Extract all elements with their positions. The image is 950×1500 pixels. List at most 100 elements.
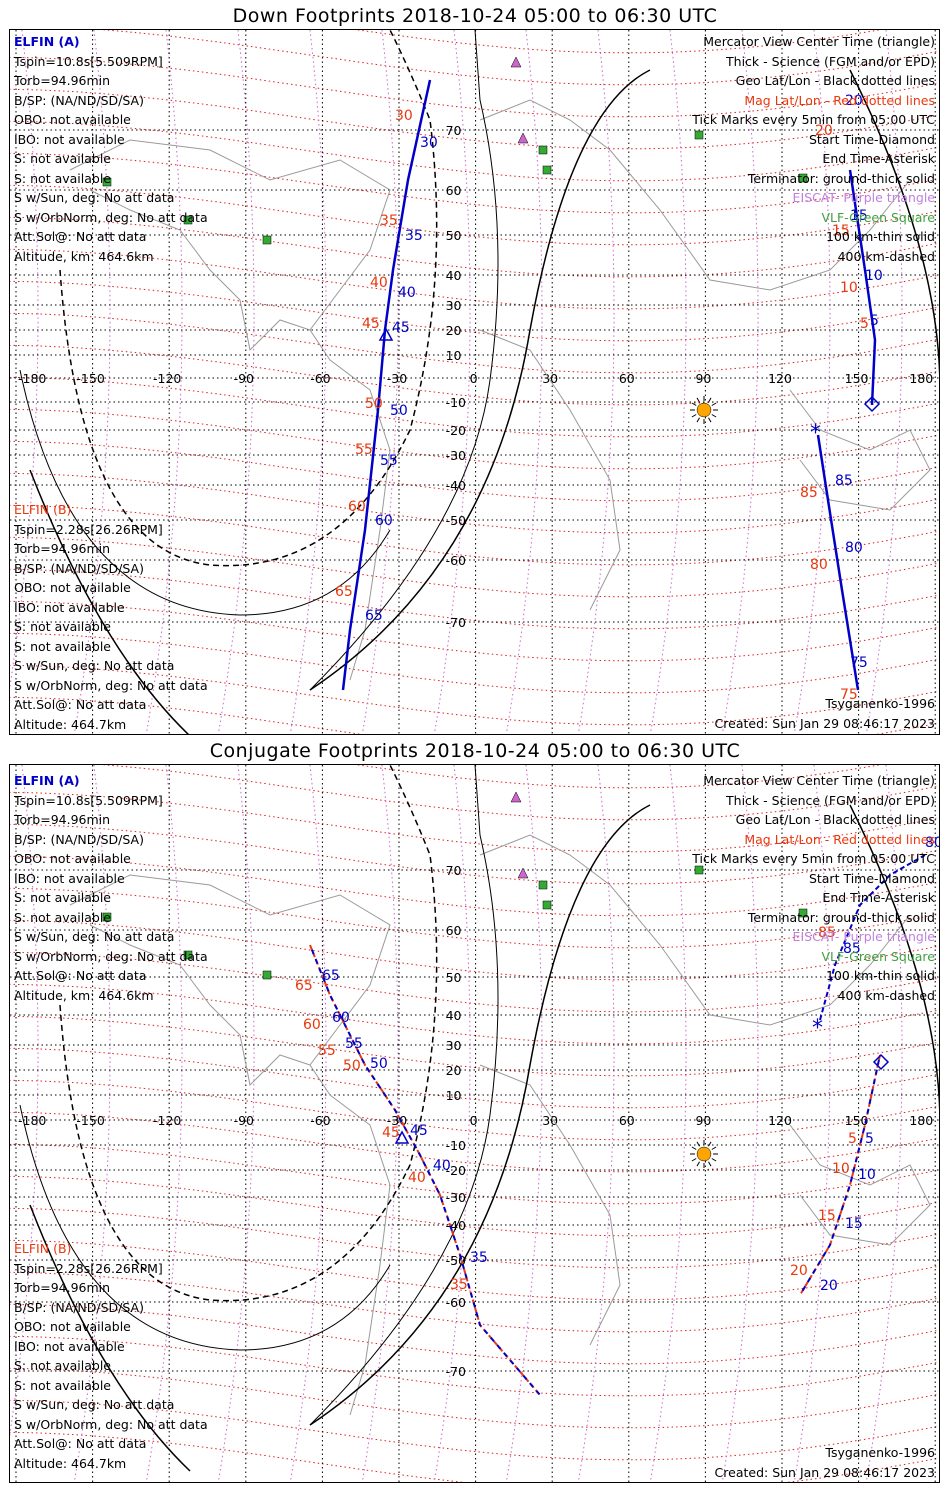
lat-tick-label: 70 bbox=[446, 123, 462, 138]
sun-ray bbox=[711, 414, 717, 418]
legend-item: Geo Lat/Lon - Black dotted lines bbox=[735, 812, 935, 827]
lon-tick-label: -120 bbox=[153, 1113, 181, 1128]
sun-ray bbox=[691, 1146, 697, 1150]
sun-icon bbox=[696, 1146, 712, 1162]
info-line: S w/OrbNorm, deg: No att data bbox=[14, 677, 208, 693]
info-line: OBO: not available bbox=[14, 112, 131, 127]
track-a-tick-label: 20 bbox=[820, 1278, 838, 1294]
info-line: Att.Sol@: No att data bbox=[14, 229, 147, 244]
track-a-tick-label: 80 bbox=[845, 540, 863, 556]
info-line: OBO: not available bbox=[14, 580, 131, 595]
legend-item: EISCAT- Purple triangle bbox=[792, 190, 935, 205]
created-label: Created: Sun Jan 29 08:46:17 2023 bbox=[714, 716, 935, 731]
info-line: IBO: not available bbox=[14, 131, 125, 147]
map-canvas: -180 -150 -120 -90 -60 -30 0 30 60 90 120 150 180 70 6… bbox=[10, 30, 939, 734]
square-marker-icon bbox=[538, 145, 548, 155]
elfin-a-info: ELFIN (A) Tspin=10.8s[5.509RPM] Torb=94.… bbox=[14, 32, 208, 266]
lon-tick-label: 180 bbox=[909, 1113, 933, 1128]
square-marker-icon bbox=[798, 173, 808, 183]
legend-item: 100 km-thin solid bbox=[826, 229, 935, 244]
terminator-100km bbox=[309, 30, 499, 691]
lat-tick-label: -30 bbox=[446, 448, 466, 463]
track-elfin-a bbox=[799, 1054, 881, 1296]
square-marker-icon bbox=[694, 130, 704, 140]
track-a-tick-label: 65 bbox=[322, 968, 340, 984]
triangle-marker-icon bbox=[378, 327, 394, 341]
mag-lat-line bbox=[10, 1399, 939, 1461]
mag-lon-line bbox=[73, 765, 111, 1482]
track-a-tick-label: 10 bbox=[865, 268, 883, 284]
asterisk-marker-icon: * bbox=[812, 1016, 823, 1041]
sun-ray bbox=[691, 402, 697, 406]
legend-item: Mercator View Center Time (triangle) bbox=[703, 34, 935, 49]
lat-tick-label: -60 bbox=[446, 1295, 466, 1310]
lon-tick-label: 90 bbox=[695, 1113, 711, 1128]
info-line: Torb=94.96min bbox=[14, 812, 111, 827]
lat-tick-label: 40 bbox=[446, 268, 462, 283]
track-b-tick-label: 65 bbox=[335, 584, 353, 600]
info-line: S: not available bbox=[14, 170, 111, 186]
track-a-tick-label: 15 bbox=[850, 208, 868, 224]
legend-item: Mag Lat/Lon - Red dotted lines bbox=[744, 92, 935, 108]
track-b-tick-label: 85 bbox=[818, 925, 836, 941]
lon-tick-label: 60 bbox=[619, 371, 635, 386]
info-line: S: not available bbox=[14, 890, 111, 905]
info-line: S w/OrbNorm, deg: No att data bbox=[14, 209, 208, 225]
mag-lon-line bbox=[217, 765, 255, 1482]
lat-tick-label: -20 bbox=[446, 1163, 466, 1178]
info-line: Altitude, km: 464.6km bbox=[14, 248, 154, 264]
track-a-tick-label: 80 bbox=[925, 835, 940, 851]
info-line: S w/OrbNorm, deg: No att data bbox=[14, 948, 208, 964]
square-marker-icon bbox=[102, 177, 112, 187]
lon-tick-label: 30 bbox=[542, 1113, 558, 1128]
mag-lon-line bbox=[577, 30, 615, 734]
mag-lat-line bbox=[10, 536, 939, 598]
mag-lon-line bbox=[649, 765, 687, 1482]
mag-lon-line bbox=[505, 765, 543, 1482]
lat-tick-label: 20 bbox=[446, 323, 462, 338]
legend: Mercator View Center Time (triangle) Thi… bbox=[692, 32, 935, 266]
track-a-tick-label: 45 bbox=[392, 320, 410, 336]
lat-tick-label: -40 bbox=[446, 478, 466, 493]
info-line: Torb=94.96min bbox=[14, 1280, 111, 1295]
info-line: S: not available bbox=[14, 619, 111, 634]
sun-ray bbox=[711, 1158, 717, 1162]
sun-ray bbox=[711, 402, 717, 406]
sun-ray bbox=[696, 1161, 700, 1167]
info-line: S w/Sun, deg: No att data bbox=[14, 929, 175, 944]
mag-lon-line bbox=[361, 765, 399, 1482]
info-line: Tspin=2.28s[26.26RPM] bbox=[14, 521, 163, 537]
legend-item: Geo Lat/Lon - Black dotted lines bbox=[735, 73, 935, 88]
track-elfin-a bbox=[816, 434, 860, 691]
track-b-tick-label: 20 bbox=[815, 123, 833, 139]
lat-tick-label: 10 bbox=[446, 1088, 462, 1103]
track-a-tick-label: 60 bbox=[375, 513, 393, 529]
terminator-100km bbox=[19, 369, 391, 616]
lat-tick-label: 40 bbox=[446, 1008, 462, 1023]
square-marker-icon bbox=[183, 950, 193, 960]
track-a-tick-label: 40 bbox=[398, 285, 416, 301]
track-b-tick-label: 35 bbox=[450, 1277, 468, 1293]
mag-lon-line bbox=[145, 765, 183, 1482]
track-b-tick-label: 60 bbox=[348, 499, 366, 515]
track-a-tick-label: 55 bbox=[345, 1036, 363, 1052]
info-line: Att.Sol@: No att data bbox=[14, 1436, 147, 1451]
mag-lat-line bbox=[10, 632, 939, 694]
mag-lat-line bbox=[10, 1239, 939, 1301]
info-line: B/SP: (NA/ND/SD/SA) bbox=[14, 92, 144, 108]
track-b-tick-label: 15 bbox=[832, 223, 850, 239]
info-line: Torb=94.96min bbox=[14, 541, 111, 556]
info-line: Att.Sol@: No att data bbox=[14, 697, 147, 712]
lon-tick-label: 120 bbox=[768, 371, 792, 386]
track-a-tick-label: 55 bbox=[380, 453, 398, 469]
info-line: B/SP: (NA/ND/SD/SA) bbox=[14, 831, 144, 847]
triangle-marker-icon bbox=[517, 867, 529, 879]
info-line: IBO: not available bbox=[14, 870, 125, 886]
info-line: S: not available bbox=[14, 638, 111, 654]
track-b-tick-label: 55 bbox=[318, 1043, 336, 1059]
lon-tick-label: 60 bbox=[619, 1113, 635, 1128]
mag-lat-line bbox=[10, 88, 939, 150]
triangle-marker-icon bbox=[510, 56, 522, 68]
track-b-tick-label: 50 bbox=[365, 396, 383, 412]
track-a-tick-label: 35 bbox=[405, 228, 423, 244]
